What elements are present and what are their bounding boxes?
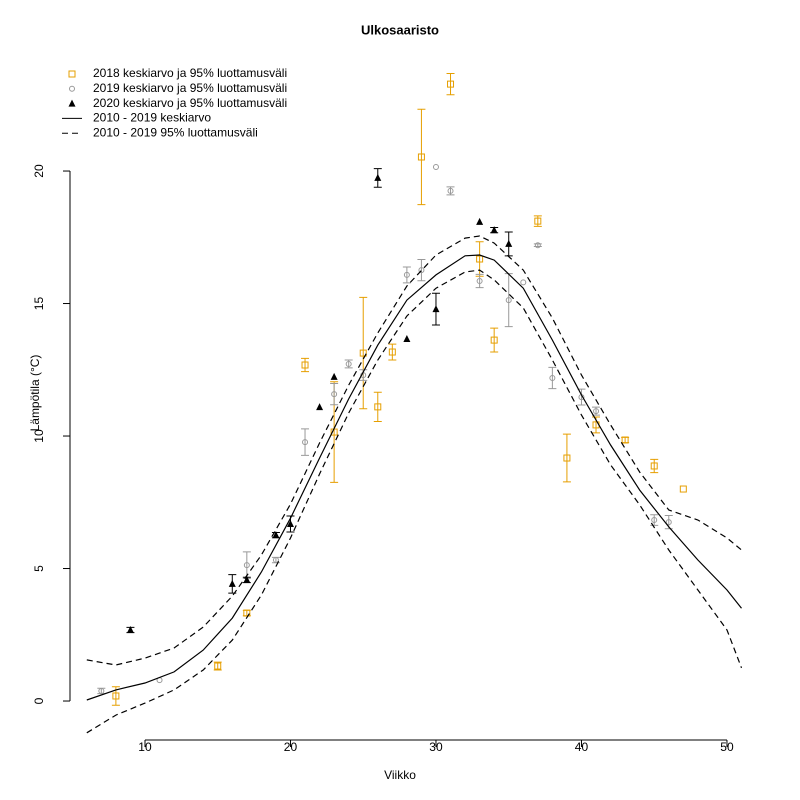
point [621, 436, 629, 444]
point [447, 187, 454, 194]
error-bar [417, 259, 426, 282]
x-tick-label: 20 [284, 740, 298, 754]
point [243, 575, 251, 583]
point [316, 403, 324, 411]
point [98, 687, 105, 694]
point [272, 557, 279, 564]
legend-marker [68, 70, 76, 78]
error-bar [373, 391, 382, 422]
point [214, 662, 222, 670]
legend-label: 2020 keskiarvo ja 95% luottamusväli [93, 96, 287, 110]
x-tick-label: 30 [429, 740, 443, 754]
point [520, 279, 527, 286]
point [651, 517, 658, 524]
point [549, 374, 556, 381]
point [563, 454, 571, 462]
error-bar [475, 273, 484, 289]
point [490, 226, 498, 234]
point [490, 336, 498, 344]
point [650, 462, 658, 470]
point [432, 164, 439, 171]
point [301, 361, 309, 369]
point [476, 255, 484, 263]
x-tick-label: 50 [720, 740, 734, 754]
ci-line [86, 269, 743, 734]
point [476, 217, 484, 225]
point [417, 153, 425, 161]
point [228, 579, 236, 587]
error-bar [402, 266, 411, 284]
error-bar [650, 514, 659, 526]
error-bar [359, 296, 368, 410]
y-tick-label: 0 [32, 697, 46, 704]
chart-title: Ulkosaaristo [361, 22, 439, 37]
point [403, 271, 410, 278]
legend-marker [68, 99, 76, 107]
y-tick-label: 10 [32, 429, 46, 443]
point [374, 403, 382, 411]
error-bar [548, 366, 557, 390]
point [418, 267, 425, 274]
error-bar [301, 357, 310, 373]
point [665, 519, 672, 526]
y-axis-label: Lämpötila (°C) [28, 355, 42, 432]
point [534, 217, 542, 225]
point [112, 692, 120, 700]
point [302, 439, 309, 446]
point [432, 305, 440, 313]
point [534, 242, 541, 249]
point [331, 391, 338, 398]
point [272, 531, 280, 539]
point [505, 297, 512, 304]
error-bar [301, 428, 310, 456]
point [505, 239, 513, 247]
point [403, 335, 411, 343]
y-tick-label: 5 [32, 565, 46, 572]
error-bar [650, 458, 659, 474]
point [593, 408, 600, 415]
point [447, 80, 455, 88]
x-tick-label: 10 [138, 740, 152, 754]
legend-label: 2019 keskiarvo ja 95% luottamusväli [93, 81, 287, 95]
error-bar [533, 215, 542, 227]
point [126, 626, 134, 634]
point [679, 485, 687, 493]
point [359, 349, 367, 357]
y-tick-label: 20 [32, 164, 46, 178]
error-bar [446, 73, 455, 96]
x-axis-label: Viikko [384, 768, 416, 782]
mean-line [86, 235, 742, 666]
legend-label: 2010 - 2019 95% luottamusväli [93, 125, 258, 139]
point [243, 562, 250, 569]
legend-label: 2010 - 2019 keskiarvo [93, 111, 211, 125]
point [388, 348, 396, 356]
x-tick-label: 40 [575, 740, 589, 754]
point [476, 278, 483, 285]
point [286, 520, 294, 528]
error-bar [490, 327, 499, 353]
error-bar [417, 108, 426, 206]
legend-label: 2018 keskiarvo ja 95% luottamusväli [93, 66, 287, 80]
legend-marker [69, 85, 75, 92]
point [374, 173, 382, 181]
y-tick-label: 15 [32, 297, 46, 311]
point [345, 360, 352, 367]
point [243, 609, 251, 617]
error-bar [562, 433, 571, 483]
error-bar [388, 343, 397, 361]
point [330, 372, 338, 380]
mean-line [86, 254, 742, 701]
error-bar [330, 383, 339, 406]
